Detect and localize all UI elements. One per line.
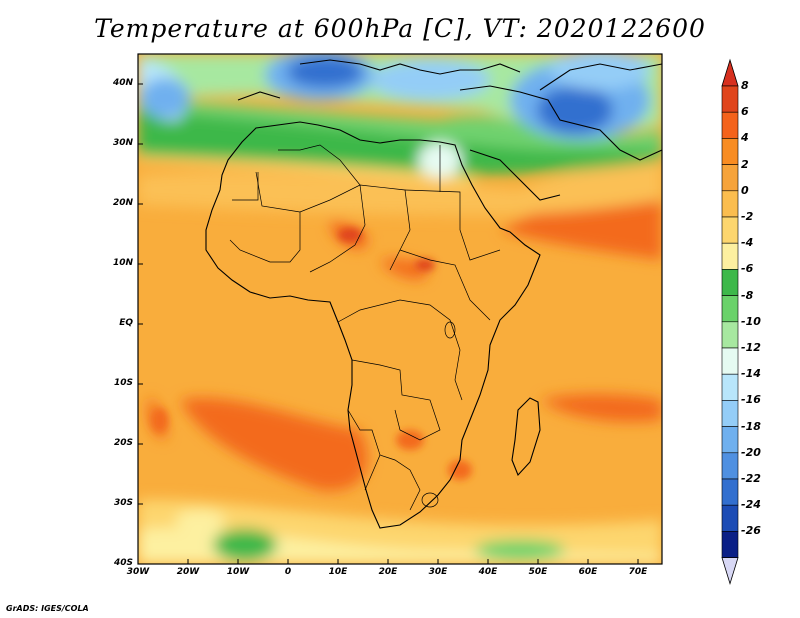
colorbar-label: 8 [741, 79, 749, 92]
colorbar-swatch [721, 504, 739, 532]
lat-tick-label: 10N [112, 258, 133, 268]
lon-tick-label: 20E [378, 567, 398, 577]
lat-tick-label: 20N [112, 198, 133, 208]
colorbar-label: -14 [741, 367, 761, 381]
lat-tick-label: 30S [113, 498, 133, 508]
colorbar-label: 6 [741, 105, 749, 119]
lon-tick-label: 0 [284, 567, 292, 577]
grads-credit: GrADS: IGES/COLA [6, 604, 89, 613]
country-borders [229, 144, 501, 511]
colorbar-swatch [721, 295, 739, 323]
colorbar-label: -18 [741, 419, 761, 433]
colorbar-swatch [721, 531, 739, 558]
colorbar-swatch [721, 111, 739, 139]
chart-title: Temperature at 600hPa [C], VT: 202012260… [94, 14, 706, 43]
colorbar-label: -24 [741, 498, 761, 512]
colorbar-swatch [721, 190, 739, 218]
lon-tick-label: 40E [478, 567, 498, 577]
colorbar-label: 4 [741, 131, 749, 145]
colorbar-swatch [721, 347, 739, 375]
colorbar-label: -6 [741, 262, 754, 276]
colorbar-swatch [721, 164, 739, 192]
colorbar-swatch [721, 373, 739, 401]
colorbar-swatch [721, 478, 739, 506]
colorbar-swatch [721, 242, 739, 270]
colorbar-label: -22 [741, 472, 761, 485]
colorbar-label: 0 [741, 183, 749, 197]
colorbar-swatch [721, 138, 739, 165]
lat-tick-label: 20S [113, 438, 133, 448]
lon-tick-label: 10E [328, 567, 348, 577]
colorbar-label: -8 [741, 288, 754, 302]
colorbar-label: -10 [741, 314, 761, 328]
colorbar-swatch [721, 216, 739, 244]
colorbar-label: -4 [741, 236, 754, 250]
lat-tick-label: 30N [112, 138, 133, 148]
lat-tick-label: 10S [113, 378, 133, 388]
colorbar-top-arrow [721, 58, 739, 87]
lon-tick-label: 10W [226, 567, 250, 577]
axis-ticks [137, 83, 639, 565]
colorbar-swatch [721, 400, 739, 427]
colorbar-swatch [721, 85, 739, 113]
map-frame [137, 53, 663, 565]
lat-tick-label: 40S [113, 558, 133, 568]
temperature-field [138, 54, 662, 564]
lon-tick-label: 60E [578, 567, 598, 577]
lon-tick-label: 50E [528, 567, 548, 577]
coastline [205, 59, 663, 529]
lon-tick-label: 30W [126, 567, 150, 577]
colorbar-label: -20 [741, 445, 761, 459]
colorbar-label: -16 [741, 393, 761, 407]
colorbar [721, 58, 739, 585]
lon-tick-label: 20W [176, 567, 200, 577]
colorbar-bottom-arrow [721, 557, 739, 585]
colorbar-label: -2 [741, 210, 754, 223]
lat-tick-label: EQ [119, 318, 133, 328]
colorbar-swatch [721, 426, 739, 454]
colorbar-label: -12 [741, 341, 761, 354]
lat-tick-label: 40N [112, 78, 133, 88]
colorbar-label: 2 [741, 157, 749, 171]
colorbar-swatch [721, 321, 739, 349]
colorbar-swatch [721, 452, 739, 480]
colorbar-swatch [721, 269, 739, 296]
lon-tick-label: 70E [628, 567, 648, 577]
lon-tick-label: 30E [428, 567, 448, 577]
colorbar-label: -26 [741, 524, 761, 538]
